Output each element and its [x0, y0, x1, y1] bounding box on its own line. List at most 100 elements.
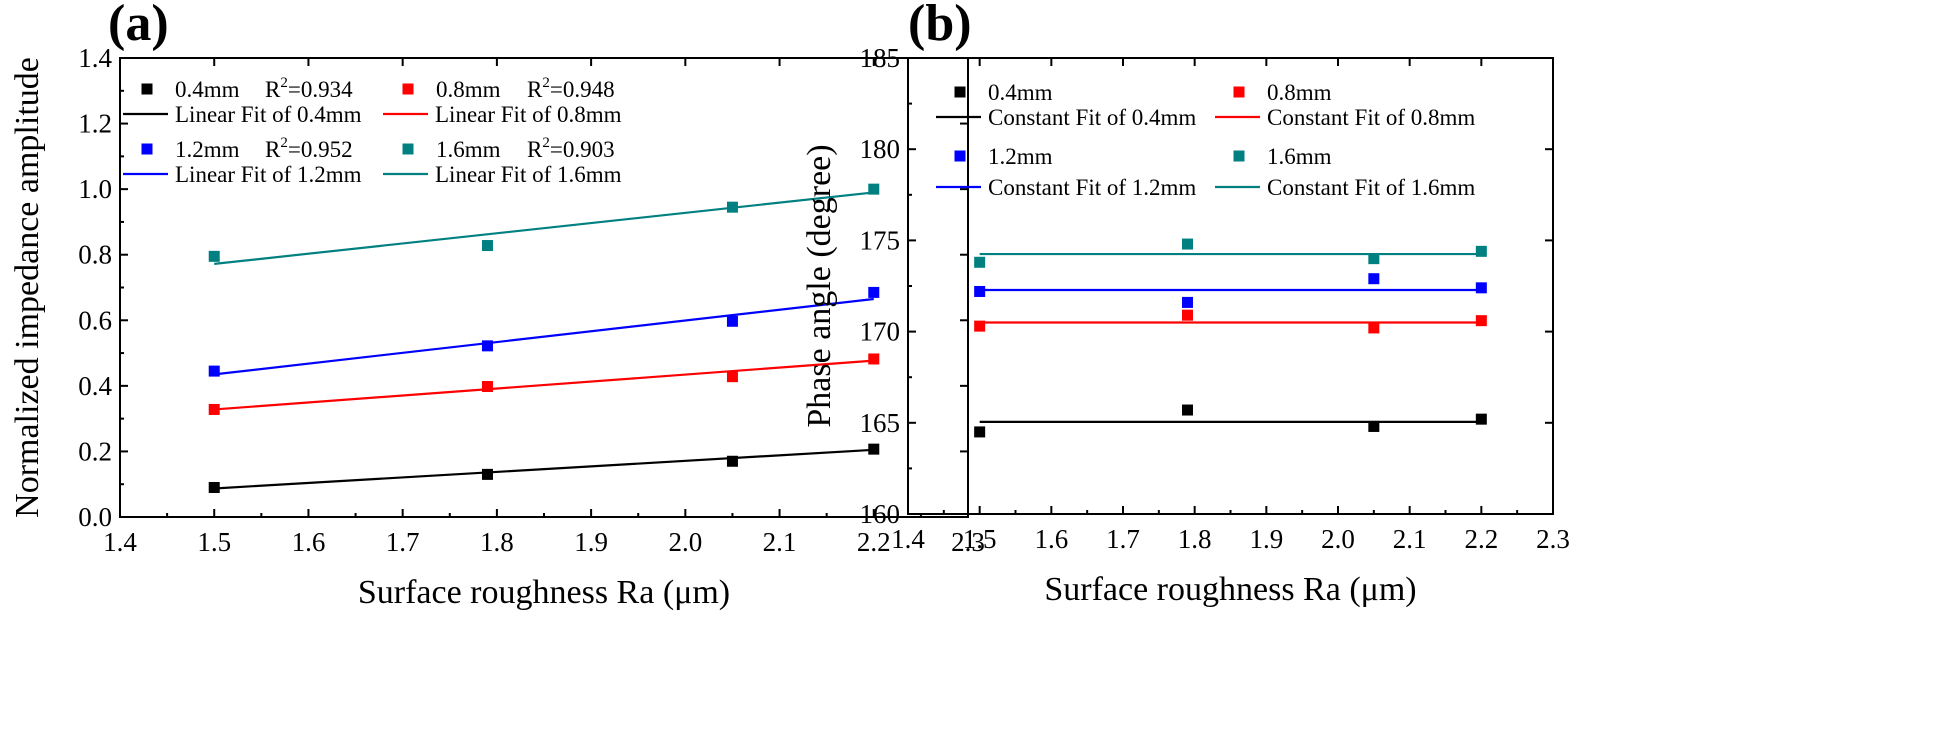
x-tick-label: 2.1: [763, 527, 797, 557]
data-point: [1182, 296, 1193, 308]
y-tick-label: 0.2: [78, 436, 112, 466]
y-tick-label: 170: [860, 317, 901, 347]
data-point: [1475, 245, 1487, 257]
x-tick-label: 1.4: [103, 527, 137, 557]
y-tick-label: 0.8: [78, 240, 112, 270]
data-point: [726, 455, 738, 467]
y-tick-label: 1.0: [78, 174, 112, 204]
legend-marker: [141, 143, 153, 155]
legend-series-name: 0.8mm: [436, 77, 501, 102]
data-point: [208, 250, 220, 262]
x-tick-label: 1.5: [197, 527, 231, 557]
y-tick-label: 180: [860, 134, 901, 164]
data-point: [726, 315, 738, 327]
x-tick-label: 1.7: [386, 527, 420, 557]
x-tick-label: 1.8: [480, 527, 514, 557]
legend-fit-name: Constant Fit of 1.6mm: [1267, 175, 1475, 200]
data-point: [1182, 404, 1193, 416]
legend-series-name: 1.2mm: [988, 144, 1053, 169]
legend-fit-name: Constant Fit of 0.8mm: [1267, 105, 1475, 130]
legend-r2: R2=0.948: [527, 75, 615, 102]
legend-fit-name: Linear Fit of 0.4mm: [175, 102, 362, 127]
x-tick-label: 1.5: [963, 524, 997, 554]
x-tick-label: 1.9: [574, 527, 608, 557]
data-point: [974, 320, 986, 332]
fit-line-1.6mm: [214, 191, 874, 265]
data-point: [1475, 413, 1487, 425]
legend-fit-name: Linear Fit of 1.6mm: [435, 162, 622, 187]
x-tick-label: 2.1: [1393, 524, 1427, 554]
fit-line-1.2mm: [214, 297, 874, 376]
x-axis-label: Surface roughness Ra (μm): [358, 574, 730, 611]
chart-panel-b: (b) 1.4 1.5 1.6 1.7 1.8 1.9 2.0 2.1 2.2 2.3 160 165 1…: [801, 0, 1570, 608]
data-point: [208, 403, 220, 415]
data-point: [726, 201, 738, 213]
legend-marker: [402, 83, 414, 95]
legend-r2: R2=0.952: [265, 135, 353, 162]
data-point: [1368, 420, 1380, 432]
y-tick-label: 1.4: [78, 43, 112, 73]
data-point: [868, 286, 880, 298]
y-tick-label: 165: [860, 408, 901, 438]
legend-fit-name: Linear Fit of 1.2mm: [175, 162, 362, 187]
legend-marker: [141, 83, 153, 95]
x-tick-label: 2.2: [1464, 524, 1498, 554]
legend-series-name: 1.6mm: [1267, 144, 1332, 169]
y-tick-label: 185: [860, 43, 901, 73]
legend-marker: [402, 143, 414, 155]
x-tick-label: 2.0: [668, 527, 702, 557]
legend-series-name: 1.2mm: [175, 137, 240, 162]
legend-marker: [1233, 150, 1245, 162]
y-tick-label: 1.2: [78, 109, 112, 139]
legend-series-name: 0.8mm: [1267, 80, 1332, 105]
data-point: [481, 381, 493, 393]
data-point: [868, 353, 880, 365]
legend-fit-name: Linear Fit of 0.8mm: [435, 102, 622, 127]
data-point: [481, 340, 493, 352]
chart-panel-a: (a)1.4 1.5 1.6 1.7 1.8 1.9 2.0 2.1 2.2 2.30.00.20…: [9, 0, 985, 611]
data-point: [1475, 315, 1487, 327]
x-tick-label: 2.0: [1321, 524, 1355, 554]
x-tick-label: 1.9: [1249, 524, 1283, 554]
y-axis-label: Normalized impedance amplitude: [9, 57, 46, 518]
y-tick-label: 175: [860, 225, 901, 255]
data-point: [208, 365, 220, 377]
x-axis-label: Surface roughness Ra (μm): [1044, 571, 1416, 608]
data-point: [974, 256, 986, 268]
x-tick-label: 2.3: [951, 527, 985, 557]
data-point: [974, 285, 986, 297]
data-point: [974, 426, 986, 438]
legend-series-name: 0.4mm: [175, 77, 240, 102]
data-point: [481, 240, 493, 252]
data-point: [1368, 322, 1380, 334]
legend-fit-name: Constant Fit of 0.4mm: [988, 105, 1196, 130]
panel-label: (a): [108, 0, 169, 52]
legend-marker: [1233, 86, 1245, 98]
y-tick-label: 0.6: [78, 305, 112, 335]
y-tick-label: 0.0: [78, 502, 112, 532]
legend-marker: [954, 86, 966, 98]
data-point: [868, 443, 880, 455]
y-tick-label: 160: [860, 499, 901, 529]
x-tick-label: 1.8: [1178, 524, 1212, 554]
legend-marker: [954, 150, 966, 162]
data-point: [1475, 282, 1487, 294]
data-point: [1368, 253, 1380, 265]
data-point: [1182, 238, 1193, 250]
y-tick-label: 0.4: [78, 371, 112, 401]
legend-fit-name: Constant Fit of 1.2mm: [988, 175, 1196, 200]
fit-line-0.8mm: [214, 359, 874, 411]
data-point: [481, 468, 493, 480]
x-tick-label: 2.3: [1536, 524, 1570, 554]
panel-label: (b): [908, 0, 972, 52]
legend-series-name: 1.6mm: [436, 137, 501, 162]
x-tick-label: 1.4: [891, 524, 925, 554]
data-point: [208, 481, 220, 493]
x-tick-label: 2.2: [857, 527, 891, 557]
x-tick-label: 1.6: [1034, 524, 1068, 554]
data-point: [1182, 309, 1193, 321]
fit-line-0.4mm: [214, 448, 874, 490]
legend-r2: R2=0.903: [527, 135, 615, 162]
x-tick-label: 1.6: [292, 527, 326, 557]
